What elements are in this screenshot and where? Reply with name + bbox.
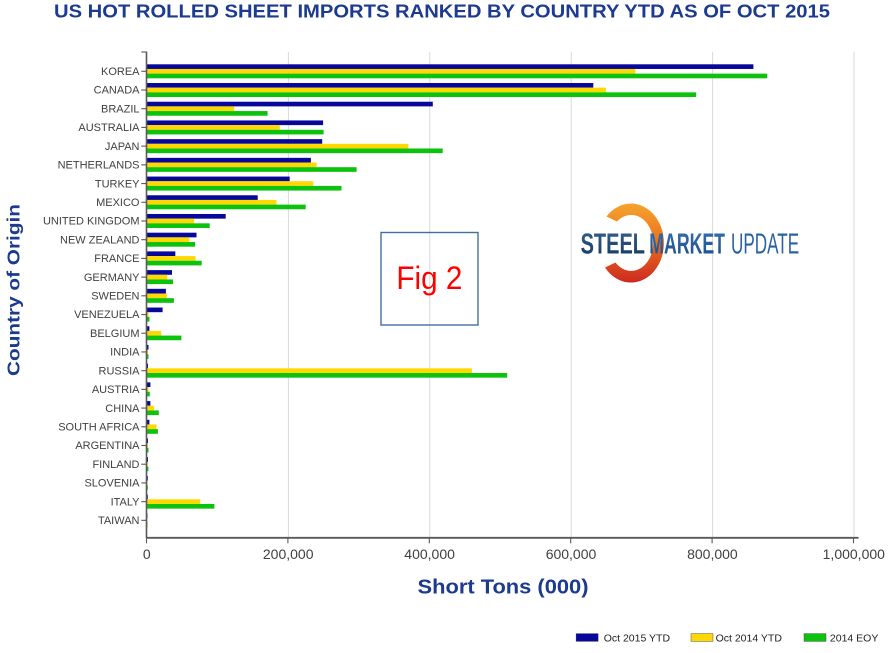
- svg-text:KOREA: KOREA: [101, 66, 140, 78]
- svg-text:2014 EOY: 2014 EOY: [830, 633, 878, 645]
- svg-text:MARKET: MARKET: [649, 229, 725, 261]
- svg-text:Oct 2015 YTD: Oct 2015 YTD: [604, 633, 671, 645]
- svg-text:CANADA: CANADA: [94, 85, 141, 97]
- svg-text:VENEZUELA: VENEZUELA: [74, 309, 140, 321]
- svg-text:1,000,000: 1,000,000: [823, 546, 885, 562]
- svg-text:US HOT ROLLED SHEET IMPORTS RA: US HOT ROLLED SHEET IMPORTS RANKED BY CO…: [54, 0, 830, 21]
- svg-text:Oct 2014 YTD: Oct 2014 YTD: [716, 633, 783, 645]
- svg-text:GERMANY: GERMANY: [84, 272, 140, 284]
- svg-text:CHINA: CHINA: [105, 403, 140, 415]
- svg-text:STEEL: STEEL: [581, 229, 645, 261]
- svg-text:BRAZIL: BRAZIL: [101, 103, 140, 115]
- svg-text:TAIWAN: TAIWAN: [98, 515, 140, 527]
- svg-text:INDIA: INDIA: [110, 347, 140, 359]
- svg-text:ARGENTINA: ARGENTINA: [75, 440, 140, 452]
- svg-text:Short Tons (000): Short Tons (000): [418, 575, 589, 598]
- svg-text:FINLAND: FINLAND: [92, 459, 139, 471]
- svg-text:AUSTRIA: AUSTRIA: [92, 384, 140, 396]
- svg-text:SWEDEN: SWEDEN: [91, 291, 139, 303]
- svg-text:ITALY: ITALY: [111, 496, 141, 508]
- svg-text:SOUTH AFRICA: SOUTH AFRICA: [58, 421, 140, 433]
- svg-text:200,000: 200,000: [263, 546, 314, 562]
- svg-text:AUSTRALIA: AUSTRALIA: [78, 122, 140, 134]
- svg-text:UPDATE: UPDATE: [731, 229, 799, 261]
- svg-text:Country of Origin: Country of Origin: [4, 204, 24, 376]
- svg-text:NETHERLANDS: NETHERLANDS: [58, 160, 140, 172]
- svg-text:BELGIUM: BELGIUM: [90, 328, 140, 340]
- svg-text:0: 0: [143, 546, 151, 562]
- svg-text:Fig 2: Fig 2: [396, 260, 462, 296]
- svg-text:800,000: 800,000: [687, 546, 738, 562]
- svg-text:UNITED KINGDOM: UNITED KINGDOM: [43, 216, 140, 228]
- svg-text:MEXICO: MEXICO: [96, 197, 140, 209]
- svg-text:600,000: 600,000: [546, 546, 597, 562]
- svg-text:SLOVENIA: SLOVENIA: [84, 478, 140, 490]
- svg-text:TURKEY: TURKEY: [95, 178, 140, 190]
- svg-text:RUSSIA: RUSSIA: [99, 365, 141, 377]
- svg-text:400,000: 400,000: [404, 546, 455, 562]
- svg-text:JAPAN: JAPAN: [105, 141, 140, 153]
- svg-text:FRANCE: FRANCE: [94, 253, 139, 265]
- svg-text:NEW ZEALAND: NEW ZEALAND: [60, 234, 140, 246]
